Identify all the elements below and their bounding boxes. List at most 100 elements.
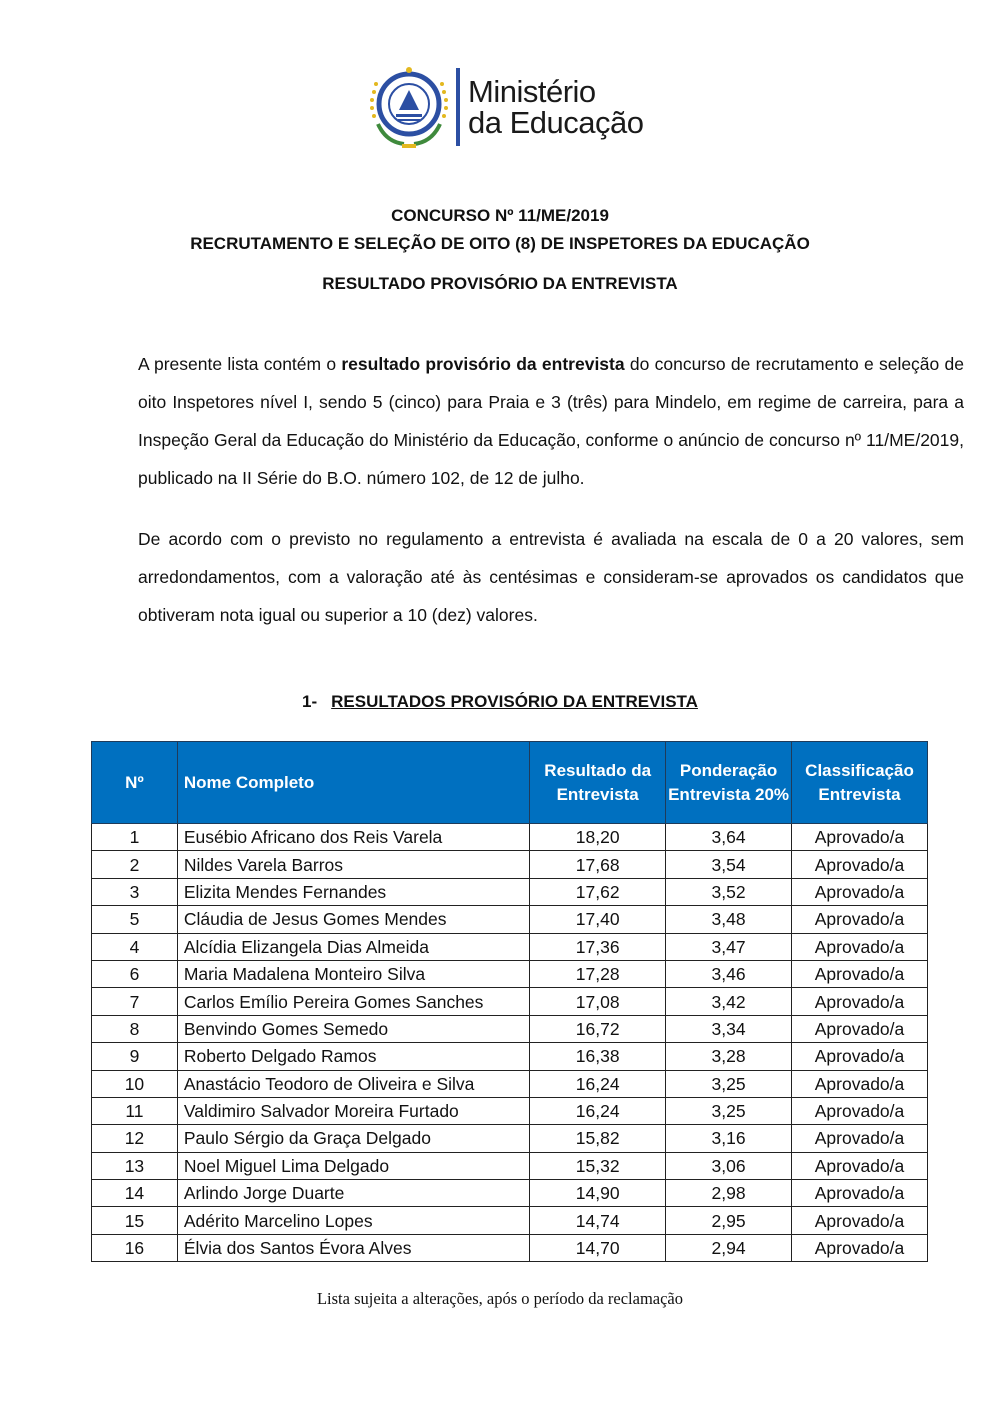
- table-header-row: Nº Nome Completo Resultado da Entrevista…: [91, 741, 928, 824]
- header-result: Resultado da Entrevista: [529, 741, 667, 824]
- header-name: Nome Completo: [176, 741, 531, 824]
- row-number: 9: [91, 1042, 178, 1071]
- row-weighting: 3,64: [665, 822, 793, 852]
- row-weighting: 3,46: [665, 959, 793, 989]
- intro-text-end: do concurso de recrutamento e seleção de…: [138, 354, 965, 488]
- row-name: Benvindo Gomes Semedo: [176, 1014, 531, 1044]
- row-number: 8: [91, 1014, 178, 1044]
- table-row: 10 Anastácio Teodoro de Oliveira e Silva 1…: [91, 1069, 928, 1098]
- table-row: 11 Valdimiro Salvador Moreira Furtado 16,2…: [91, 1096, 928, 1126]
- section-title: RESULTADOS PROVISÓRIO DA ENTREVISTA: [331, 692, 698, 711]
- table-row: 9 Roberto Delgado Ramos 16,38 3,28 Aprovado/…: [91, 1042, 928, 1071]
- row-number: 4: [91, 932, 178, 961]
- row-classification: Aprovado/a: [791, 1096, 928, 1126]
- row-weighting: 3,42: [665, 987, 793, 1016]
- table-row: 3 Elizita Mendes Fernandes 17,62 3,52 Aprova…: [91, 877, 928, 907]
- row-result: 18,20: [529, 822, 667, 852]
- table-row: 15 Adérito Marcelino Lopes 14,74 2,95 Aprova…: [91, 1206, 928, 1235]
- row-classification: Aprovado/a: [791, 1151, 928, 1181]
- coat-of-arms-icon: [370, 67, 448, 148]
- table-row: 4 Alcídia Elizangela Dias Almeida 17,36 3,4…: [91, 932, 928, 961]
- table-row: 6 Maria Madalena Monteiro Silva 17,28 3,46 A…: [91, 959, 928, 989]
- row-result: 17,08: [529, 987, 667, 1016]
- row-name: Eusébio Africano dos Reis Varela: [176, 822, 531, 852]
- row-number: 14: [91, 1179, 178, 1208]
- row-result: 17,62: [529, 877, 667, 907]
- row-classification: Aprovado/a: [791, 1206, 928, 1235]
- table-row: 2 Nildes Varela Barros 17,68 3,54 Aprovado/a: [91, 850, 928, 879]
- intro-paragraph: A presente lista contém o resultado prov…: [138, 345, 964, 497]
- header-classification: Classificação Entrevista: [791, 741, 928, 824]
- logo-text: Ministério da Educação: [468, 74, 644, 140]
- row-name: Noel Miguel Lima Delgado: [176, 1151, 531, 1181]
- row-name: Valdimiro Salvador Moreira Furtado: [176, 1096, 531, 1126]
- table-row: 12 Paulo Sérgio da Graça Delgado 15,82 3,16…: [91, 1124, 928, 1153]
- logo-divider: [456, 68, 460, 146]
- row-number: 2: [91, 850, 178, 879]
- row-result: 16,38: [529, 1042, 667, 1071]
- row-weighting: 3,48: [665, 905, 793, 934]
- row-classification: Aprovado/a: [791, 1233, 928, 1263]
- table-row: 5 Cláudia de Jesus Gomes Mendes 17,40 3,48 A…: [91, 905, 928, 934]
- row-weighting: 3,06: [665, 1151, 793, 1181]
- row-weighting: 3,25: [665, 1096, 793, 1126]
- row-result: 14,90: [529, 1179, 667, 1208]
- results-table: Nº Nome Completo Resultado da Entrevista…: [91, 741, 928, 1263]
- row-weighting: 3,47: [665, 932, 793, 961]
- row-number: 1: [91, 822, 178, 852]
- row-classification: Aprovado/a: [791, 1069, 928, 1098]
- row-classification: Aprovado/a: [791, 959, 928, 989]
- row-result: 17,40: [529, 905, 667, 934]
- row-name: Élvia dos Santos Évora Alves: [176, 1233, 531, 1263]
- footer-note: Lista sujeita a alterações, após o perío…: [316, 1289, 684, 1308]
- ministry-logo: Ministério da Educação: [366, 64, 656, 150]
- row-classification: Aprovado/a: [791, 877, 928, 907]
- row-number: 7: [91, 987, 178, 1016]
- intro-bold: resultado provisório da entrevista: [341, 354, 625, 374]
- header-weighting: Ponderação Entrevista 20%: [665, 741, 793, 824]
- row-weighting: 2,94: [665, 1233, 793, 1263]
- row-result: 14,74: [529, 1206, 667, 1235]
- row-name: Cláudia de Jesus Gomes Mendes: [176, 905, 531, 934]
- row-weighting: 3,34: [665, 1014, 793, 1044]
- row-result: 15,82: [529, 1124, 667, 1153]
- contest-number: CONCURSO Nº 11/ME/2019: [391, 206, 609, 225]
- row-name: Anastácio Teodoro de Oliveira e Silva: [176, 1069, 531, 1098]
- row-weighting: 3,54: [665, 850, 793, 879]
- row-result: 17,28: [529, 959, 667, 989]
- row-result: 15,32: [529, 1151, 667, 1181]
- row-number: 12: [91, 1124, 178, 1153]
- row-name: Maria Madalena Monteiro Silva: [176, 959, 531, 989]
- contest-title: RECRUTAMENTO E SELEÇÃO DE OITO (8) DE IN…: [190, 234, 810, 253]
- table-row: 14 Arlindo Jorge Duarte 14,90 2,98 Aprovado/…: [91, 1179, 928, 1208]
- row-name: Nildes Varela Barros: [176, 850, 531, 879]
- table-row: 16 Élvia dos Santos Évora Alves 14,70 2,94 A…: [91, 1233, 928, 1263]
- row-name: Arlindo Jorge Duarte: [176, 1179, 531, 1208]
- row-classification: Aprovado/a: [791, 905, 928, 934]
- row-classification: Aprovado/a: [791, 822, 928, 852]
- row-name: Adérito Marcelino Lopes: [176, 1206, 531, 1235]
- row-classification: Aprovado/a: [791, 1179, 928, 1208]
- row-weighting: 2,95: [665, 1206, 793, 1235]
- row-name: Carlos Emílio Pereira Gomes Sanches: [176, 987, 531, 1016]
- table-row: 13 Noel Miguel Lima Delgado 15,32 3,06 Aprov…: [91, 1151, 928, 1181]
- logo-line-1: Ministério: [468, 74, 596, 109]
- row-weighting: 2,98: [665, 1179, 793, 1208]
- row-number: 6: [91, 959, 178, 989]
- section-heading: 1- RESULTADOS PROVISÓRIO DA ENTREVISTA: [0, 692, 1000, 712]
- row-number: 10: [91, 1069, 178, 1098]
- row-result: 16,72: [529, 1014, 667, 1044]
- logo-line-2: da Educação: [468, 105, 644, 140]
- row-result: 16,24: [529, 1096, 667, 1126]
- row-classification: Aprovado/a: [791, 1124, 928, 1153]
- section-number: 1-: [302, 692, 318, 711]
- table-row: 8 Benvindo Gomes Semedo 16,72 3,34 Aprovado/…: [91, 1014, 928, 1044]
- row-number: 5: [91, 905, 178, 934]
- row-classification: Aprovado/a: [791, 987, 928, 1016]
- row-number: 13: [91, 1151, 178, 1181]
- row-weighting: 3,28: [665, 1042, 793, 1071]
- table-row: 1 Eusébio Africano dos Reis Varela 18,20 3,…: [91, 822, 928, 852]
- row-name: Roberto Delgado Ramos: [176, 1042, 531, 1071]
- intro-text: A presente lista contém o: [138, 354, 342, 374]
